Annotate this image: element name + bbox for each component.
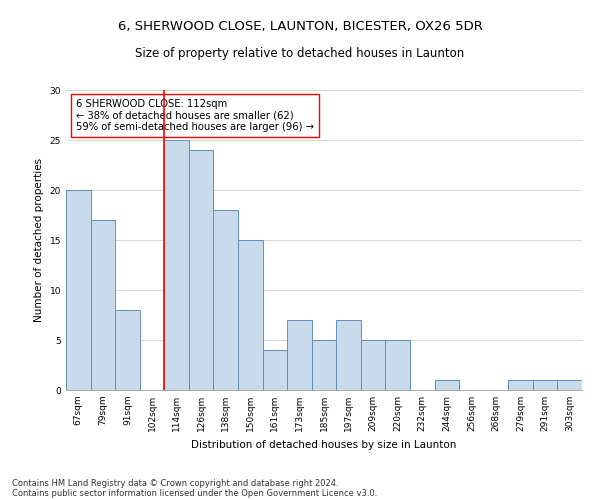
Bar bbox=[287, 320, 312, 390]
Bar bbox=[66, 190, 91, 390]
Bar bbox=[336, 320, 361, 390]
Text: 6, SHERWOOD CLOSE, LAUNTON, BICESTER, OX26 5DR: 6, SHERWOOD CLOSE, LAUNTON, BICESTER, OX… bbox=[118, 20, 482, 33]
Bar bbox=[214, 210, 238, 390]
Bar bbox=[385, 340, 410, 390]
Bar bbox=[312, 340, 336, 390]
Bar bbox=[91, 220, 115, 390]
Text: Size of property relative to detached houses in Launton: Size of property relative to detached ho… bbox=[136, 48, 464, 60]
Text: Contains HM Land Registry data © Crown copyright and database right 2024.: Contains HM Land Registry data © Crown c… bbox=[12, 478, 338, 488]
Bar bbox=[434, 380, 459, 390]
Bar bbox=[263, 350, 287, 390]
Bar bbox=[115, 310, 140, 390]
X-axis label: Distribution of detached houses by size in Launton: Distribution of detached houses by size … bbox=[191, 440, 457, 450]
Text: 6 SHERWOOD CLOSE: 112sqm
← 38% of detached houses are smaller (62)
59% of semi-d: 6 SHERWOOD CLOSE: 112sqm ← 38% of detach… bbox=[76, 99, 314, 132]
Bar bbox=[533, 380, 557, 390]
Y-axis label: Number of detached properties: Number of detached properties bbox=[34, 158, 44, 322]
Bar bbox=[238, 240, 263, 390]
Bar bbox=[361, 340, 385, 390]
Text: Contains public sector information licensed under the Open Government Licence v3: Contains public sector information licen… bbox=[12, 488, 377, 498]
Bar bbox=[557, 380, 582, 390]
Bar bbox=[189, 150, 214, 390]
Bar bbox=[164, 140, 189, 390]
Bar bbox=[508, 380, 533, 390]
